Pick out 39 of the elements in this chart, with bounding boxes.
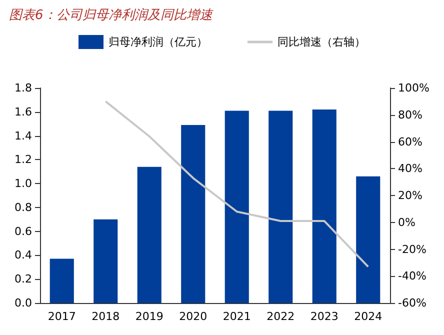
- legend-label: 归母净利润（亿元）: [108, 36, 208, 48]
- y-tick-label: 0.2: [14, 272, 32, 286]
- y-tick-label: 1.8: [14, 82, 32, 94]
- x-tick-label: 2020: [179, 310, 208, 323]
- y-tick-label: 1.4: [14, 129, 32, 142]
- y-tick-label: 1.6: [14, 105, 32, 118]
- bar: [50, 258, 74, 303]
- y2-tick-label: 20%: [398, 189, 422, 202]
- x-tick-label: 2023: [310, 310, 338, 323]
- legend-label: 同比增速（右轴）: [278, 36, 366, 48]
- y-tick-label: 1.0: [14, 177, 32, 190]
- y-tick-label: 0.8: [14, 200, 32, 214]
- chart-title: 图表6：公司归母净利润及同比增速: [9, 8, 214, 23]
- bar: [356, 176, 380, 303]
- bar: [224, 110, 249, 303]
- y2-tick-label: 40%: [398, 162, 422, 176]
- bar: [181, 125, 206, 303]
- y-tick-label: 0.0: [14, 296, 32, 310]
- y-tick-label: 0.6: [14, 224, 32, 238]
- line-series: [104, 100, 370, 268]
- bar: [137, 166, 162, 303]
- x-tick-label: 2018: [92, 310, 120, 323]
- bar: [268, 110, 293, 303]
- y2-tick-label: 100%: [398, 82, 430, 94]
- bar: [312, 110, 336, 303]
- y2-tick-label: -40%: [398, 270, 426, 283]
- y2-tick-label: -20%: [398, 242, 426, 256]
- y2-tick-label: -60%: [398, 296, 426, 310]
- x-tick-label: 2022: [266, 310, 295, 323]
- y2-tick-label: 80%: [398, 108, 422, 122]
- y-tick-label: 1.2: [14, 153, 32, 166]
- x-tick-label: 2017: [48, 310, 76, 323]
- x-tick-label: 2021: [222, 310, 251, 323]
- x-tick-label: 2024: [354, 310, 382, 323]
- y2-tick-label: 60%: [398, 135, 422, 148]
- x-tick-label: 2019: [135, 310, 164, 323]
- y2-tick-label: 0%: [398, 216, 416, 229]
- bar: [94, 219, 118, 303]
- y-tick-label: 0.4: [14, 248, 32, 262]
